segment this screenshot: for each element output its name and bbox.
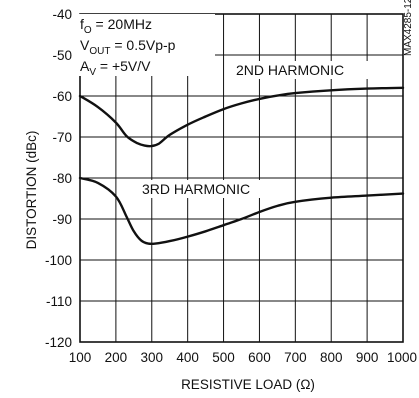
x-tick-labels: 100 200 300 400 500 600 700 800 900 1000 xyxy=(69,350,417,365)
y-tick-label: -120 xyxy=(45,335,72,350)
y-tick-labels: -40 -50 -60 -70 -80 -90 -100 -110 -120 xyxy=(45,7,72,350)
x-tick-label: 400 xyxy=(176,350,199,365)
conditions-legend: fO = 20MHz VOUT = 0.5Vp-p AV = +5V/V xyxy=(77,14,215,78)
y-tick-label: -70 xyxy=(52,130,72,145)
figure-id: MAX4285-12 xyxy=(403,0,414,56)
y-tick-label: -60 xyxy=(52,89,72,104)
x-axis-label: RESISTIVE LOAD (Ω) xyxy=(181,377,315,392)
x-tick-label: 200 xyxy=(105,350,128,365)
series-curves xyxy=(78,86,405,246)
x-tick-label: 300 xyxy=(141,350,164,365)
y-tick-label: -90 xyxy=(52,212,72,227)
label-2nd-background xyxy=(233,61,383,79)
x-tick-label: 500 xyxy=(212,350,235,365)
condition-vout: VOUT = 0.5Vp-p xyxy=(80,37,176,57)
x-tick-label: 600 xyxy=(248,350,271,365)
y-tick-label: -80 xyxy=(52,171,72,186)
y-axis-label: DISTORTION (dBc) xyxy=(24,131,39,250)
x-tick-label: 700 xyxy=(284,350,307,365)
condition-frequency: fO = 20MHz xyxy=(80,16,152,36)
curve-3rd-harmonic xyxy=(78,176,405,246)
curve-2nd-harmonic xyxy=(78,86,405,148)
x-tick-label: 1000 xyxy=(387,350,417,365)
label-3rd-background xyxy=(139,180,263,198)
y-tick-label: -40 xyxy=(52,7,72,22)
y-tick-label: -50 xyxy=(52,48,72,63)
series-label-3rd-harmonic: 3RD HARMONIC xyxy=(142,181,250,197)
y-tick-label: -110 xyxy=(46,294,72,309)
x-tick-label: 100 xyxy=(69,350,92,365)
x-tick-label: 900 xyxy=(356,350,379,365)
condition-gain: AV = +5V/V xyxy=(80,58,151,78)
x-tick-label: 800 xyxy=(320,350,343,365)
y-tick-label: -100 xyxy=(45,253,72,268)
conditions-background xyxy=(77,14,215,76)
series-label-2nd-harmonic: 2ND HARMONIC xyxy=(236,62,344,78)
